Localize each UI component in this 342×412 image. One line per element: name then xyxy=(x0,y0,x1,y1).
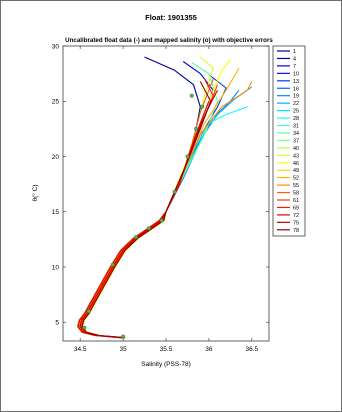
legend-label-58: 58 xyxy=(293,191,299,197)
mapped-point-1 xyxy=(82,325,87,330)
legend-label-37: 37 xyxy=(293,138,299,144)
legend-label-40: 40 xyxy=(293,146,299,152)
y-tick-label: 15 xyxy=(52,209,60,216)
y-tick-label: 20 xyxy=(52,154,60,161)
y-axis-label: θ(° C) xyxy=(31,184,39,201)
legend-label-43: 43 xyxy=(293,153,299,159)
legend-label-46: 46 xyxy=(293,161,299,167)
y-tick-label: 25 xyxy=(52,99,60,106)
legend-label-16: 16 xyxy=(293,86,299,92)
legend-label-49: 49 xyxy=(293,168,299,174)
figure-title: Float: 1901355 xyxy=(145,13,197,22)
legend-box xyxy=(272,45,306,237)
legend-label-72: 72 xyxy=(293,213,299,219)
y-tick-label: 10 xyxy=(52,264,60,271)
mapped-point-10 xyxy=(200,104,205,109)
x-axis: 34.5 35 35.5 36 36.5 xyxy=(74,46,259,353)
legend-label-7: 7 xyxy=(293,64,296,70)
mapped-point-3 xyxy=(110,262,115,267)
legend-label-31: 31 xyxy=(293,124,299,130)
mapped-point-5 xyxy=(146,226,151,231)
x-tick-label: 35.5 xyxy=(160,346,173,353)
legend-label-75: 75 xyxy=(293,220,299,226)
x-axis-label: Salinity (PSS-78) xyxy=(141,361,191,368)
x-tick-label: 34.5 xyxy=(74,346,87,353)
y-tick-label: 30 xyxy=(52,43,60,50)
mapped-point-6 xyxy=(159,218,164,223)
legend-label-78: 78 xyxy=(293,228,299,234)
mapped-point-4 xyxy=(133,235,138,240)
mapped-point-0 xyxy=(121,334,126,339)
x-tick-label: 36.5 xyxy=(246,346,259,353)
mapped-point-11 xyxy=(189,93,194,98)
x-tick-label: 35 xyxy=(119,346,127,353)
legend-label-55: 55 xyxy=(293,183,299,189)
legend-label-28: 28 xyxy=(293,116,299,122)
mapped-point-8 xyxy=(185,154,190,159)
profile-lines xyxy=(77,56,253,339)
mapped-point-2 xyxy=(86,309,91,314)
legend-label-34: 34 xyxy=(293,131,299,137)
y-axis: 5 10 15 20 25 30 xyxy=(52,43,269,327)
legend-label-1: 1 xyxy=(293,49,296,55)
legend-label-52: 52 xyxy=(293,176,299,182)
legend-label-25: 25 xyxy=(293,109,299,115)
x-tick-label: 36 xyxy=(205,346,213,353)
legend-label-4: 4 xyxy=(293,56,296,62)
mapped-point-9 xyxy=(194,126,199,131)
legend-label-61: 61 xyxy=(293,198,299,204)
profile-line-72 xyxy=(77,101,210,339)
legend-label-19: 19 xyxy=(293,94,299,100)
legend-label-10: 10 xyxy=(293,71,299,77)
mapped-point-7 xyxy=(172,189,177,194)
legend-label-69: 69 xyxy=(293,205,299,211)
legend-label-13: 13 xyxy=(293,79,299,85)
legend-label-22: 22 xyxy=(293,101,299,107)
chart-title: Uncalibrated float data (-) and mapped s… xyxy=(65,37,273,44)
y-tick-label: 5 xyxy=(55,320,59,327)
